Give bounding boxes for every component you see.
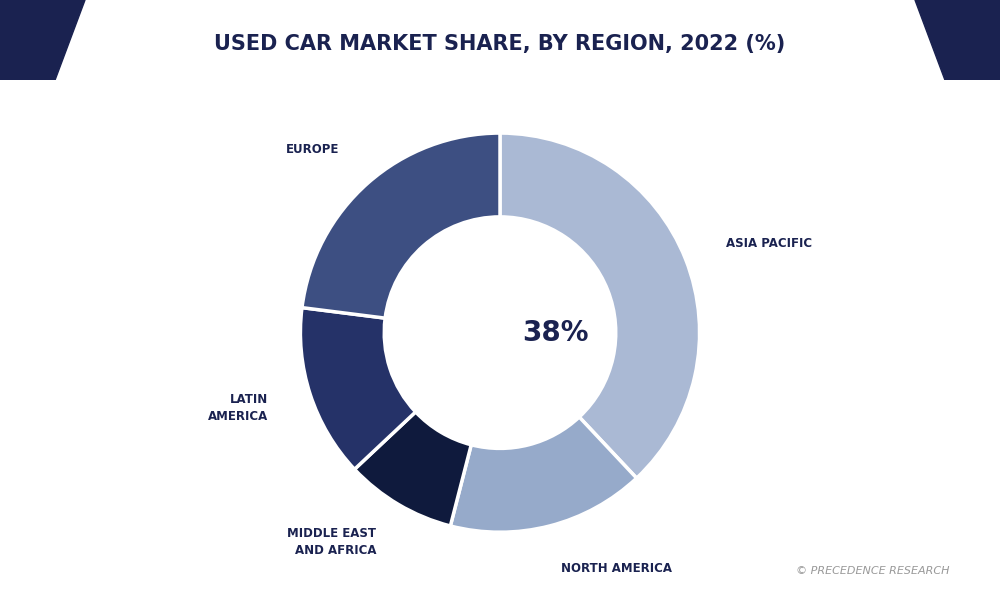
Text: ASIA PACIFIC: ASIA PACIFIC	[726, 236, 813, 249]
Wedge shape	[302, 133, 500, 318]
Text: 38%: 38%	[523, 318, 589, 347]
Wedge shape	[500, 133, 700, 478]
Wedge shape	[300, 308, 416, 469]
Polygon shape	[0, 0, 85, 80]
Text: LATIN
AMERICA: LATIN AMERICA	[208, 393, 268, 423]
Text: NORTH AMERICA: NORTH AMERICA	[561, 562, 672, 575]
Wedge shape	[450, 417, 637, 532]
Text: USED CAR MARKET SHARE, BY REGION, 2022 (%): USED CAR MARKET SHARE, BY REGION, 2022 (…	[214, 34, 786, 54]
Polygon shape	[915, 0, 1000, 80]
Wedge shape	[355, 412, 471, 526]
Text: MIDDLE EAST
AND AFRICA: MIDDLE EAST AND AFRICA	[287, 527, 376, 557]
Text: © PRECEDENCE RESEARCH: © PRECEDENCE RESEARCH	[796, 566, 950, 576]
Text: EUROPE: EUROPE	[286, 144, 339, 156]
